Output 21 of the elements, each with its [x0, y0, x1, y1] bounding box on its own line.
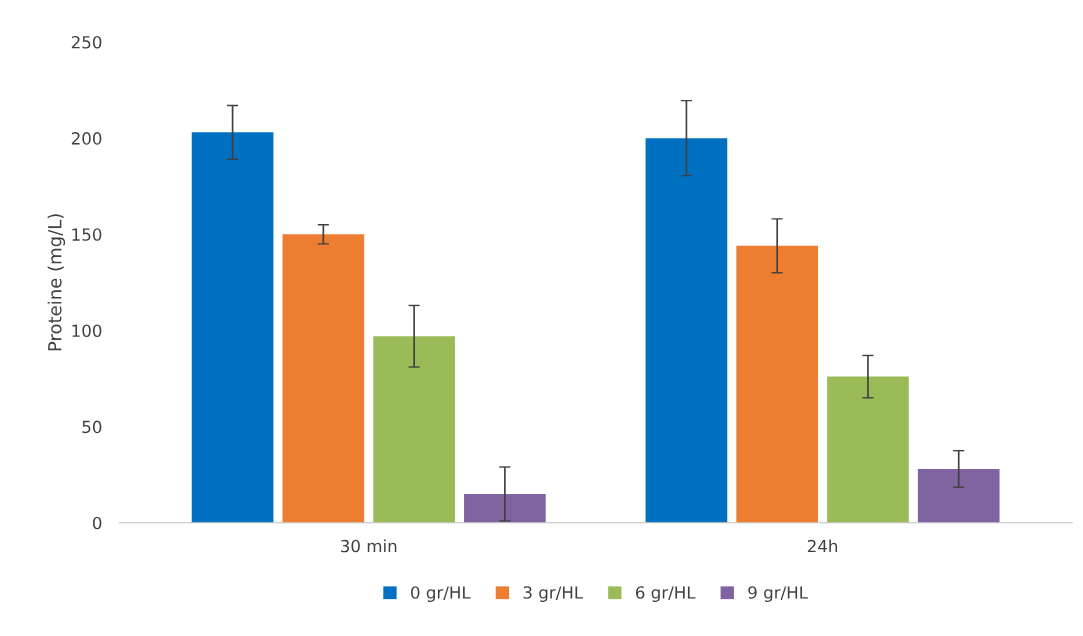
y-axis-title: Proteine (mg/L)	[47, 214, 66, 351]
y-tick-label: 100	[72, 324, 102, 338]
y-tick-label: 150	[72, 228, 102, 241]
bar	[464, 493, 546, 523]
bar	[191, 132, 274, 523]
bar	[827, 376, 909, 523]
legend-label: 9 gr/HL	[748, 586, 808, 602]
bar	[736, 245, 819, 523]
bar	[645, 138, 728, 523]
x-tick-label: 30 min	[341, 539, 397, 553]
y-tick-label: 250	[71, 35, 102, 49]
legend-label: 3 gr/HL	[523, 586, 584, 602]
legend-label: 6 gr/HL	[635, 586, 696, 602]
y-tick-label: 200	[71, 132, 102, 145]
y-tick-label: 50	[82, 420, 102, 434]
bar	[282, 234, 365, 523]
y-tick-label: 0	[92, 516, 102, 530]
legend-label: 0 gr/HL	[411, 586, 471, 602]
bar	[373, 336, 455, 523]
x-tick-label: 24h	[807, 539, 838, 553]
bar	[917, 468, 1000, 523]
